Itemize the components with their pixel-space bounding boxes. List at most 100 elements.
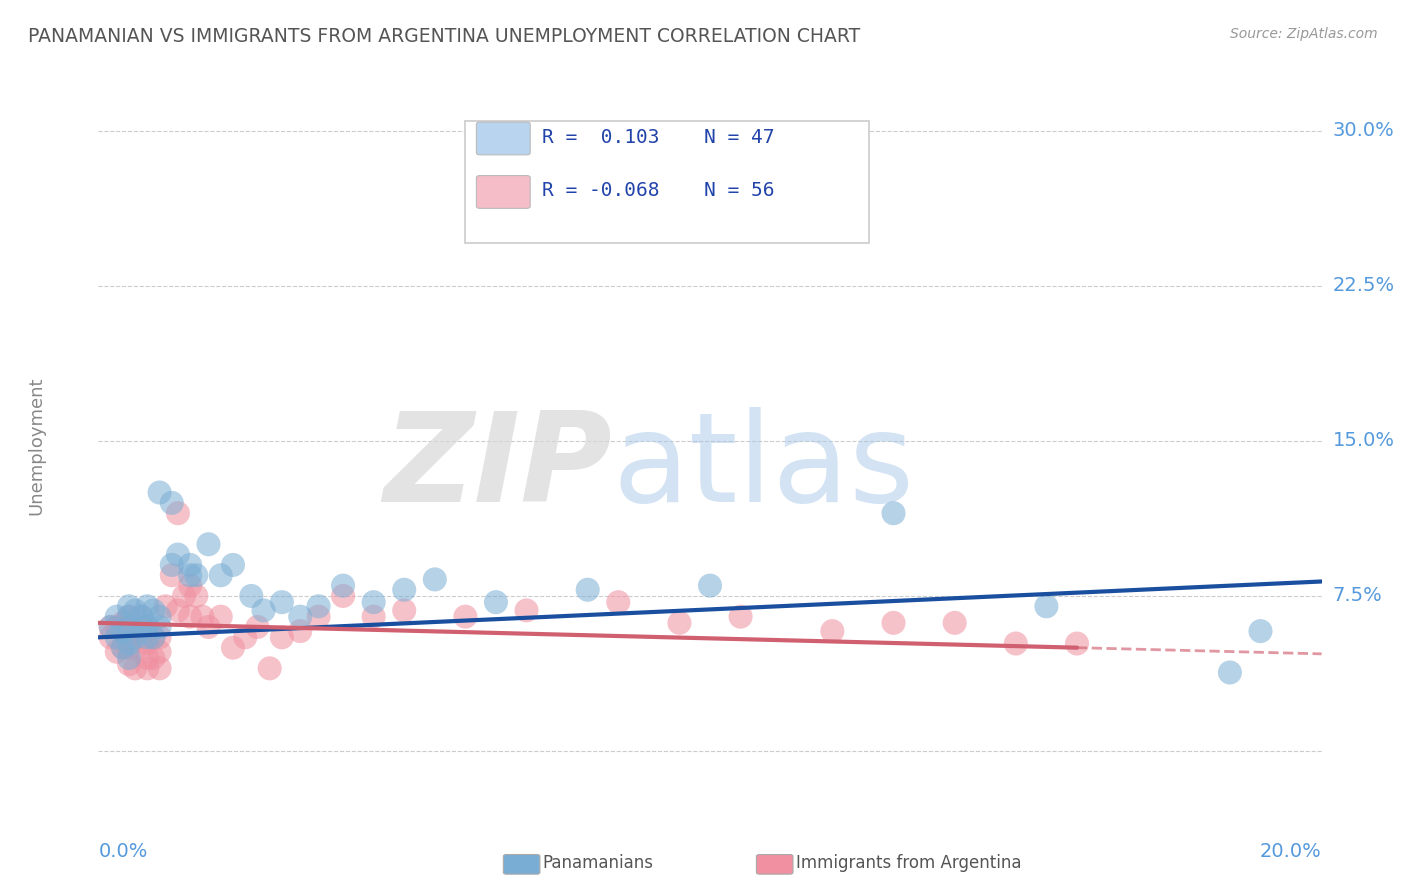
Point [142,651,165,665]
Point [142,630,165,644]
Text: N = 56: N = 56 [704,181,775,200]
Point [149,645,172,659]
Point [332,589,354,603]
Point [1066,636,1088,650]
Point [149,661,172,675]
Point [883,506,905,520]
Text: R = -0.068: R = -0.068 [543,181,659,200]
Text: atlas: atlas [612,407,914,528]
Point [392,603,416,617]
Point [1035,599,1057,614]
Point [118,651,141,665]
Point [516,603,538,617]
Point [1004,636,1026,650]
Point [197,620,219,634]
Point [167,603,190,617]
Point [105,630,128,644]
Point [179,609,201,624]
Point [149,630,172,644]
Point [129,609,152,624]
Text: Immigrants from Argentina: Immigrants from Argentina [796,855,1021,872]
Text: PANAMANIAN VS IMMIGRANTS FROM ARGENTINA UNEMPLOYMENT CORRELATION CHART: PANAMANIAN VS IMMIGRANTS FROM ARGENTINA … [28,27,860,45]
Point [233,630,256,644]
Text: 15.0%: 15.0% [1333,432,1395,450]
Point [105,620,128,634]
Point [197,537,219,551]
Point [186,568,208,582]
Point [155,599,177,614]
Point [136,636,159,650]
Point [142,630,165,644]
Point [100,620,122,634]
Point [246,620,269,634]
FancyBboxPatch shape [465,121,869,243]
Point [105,645,128,659]
Point [576,582,599,597]
Point [136,651,159,665]
Point [730,609,752,624]
Point [129,624,152,639]
Point [167,506,190,520]
Point [167,548,190,562]
Point [222,558,245,572]
Point [118,609,141,624]
Point [136,620,159,634]
Point [118,630,141,644]
Point [308,599,330,614]
Point [209,568,232,582]
Point [111,615,134,630]
Point [308,609,330,624]
Point [136,599,159,614]
Point [136,630,159,644]
Text: N = 47: N = 47 [704,128,775,146]
Point [699,579,721,593]
Text: R =  0.103: R = 0.103 [543,128,659,146]
Point [124,630,146,644]
Point [270,630,292,644]
Point [883,615,905,630]
Point [240,589,263,603]
FancyBboxPatch shape [477,122,530,155]
Text: 30.0%: 30.0% [1333,121,1395,140]
Point [136,661,159,675]
Point [821,624,844,639]
Point [118,599,141,614]
Point [160,558,183,572]
Point [129,609,152,624]
Text: 20.0%: 20.0% [1260,842,1322,861]
Point [118,636,141,650]
Point [191,609,214,624]
Text: Panamanians: Panamanians [543,855,654,872]
Text: Unemployment: Unemployment [27,376,45,516]
Point [332,579,354,593]
Point [118,640,141,655]
Point [363,609,385,624]
Point [149,609,172,624]
Point [149,620,172,634]
Point [136,620,159,634]
Point [111,640,134,655]
Point [392,582,416,597]
Text: 7.5%: 7.5% [1333,586,1382,606]
Point [179,579,201,593]
Point [118,609,141,624]
Point [454,609,477,624]
Point [252,603,274,617]
Text: ZIP: ZIP [384,407,612,528]
Point [1219,665,1241,680]
Point [129,620,152,634]
Point [160,568,183,582]
Point [209,609,232,624]
Point [259,661,281,675]
Point [423,573,446,587]
Point [186,589,208,603]
Point [179,558,201,572]
Point [100,620,122,634]
Point [290,624,312,639]
Point [179,568,201,582]
Point [270,595,292,609]
Point [290,609,312,624]
Text: 0.0%: 0.0% [98,842,148,861]
Point [129,630,152,644]
Point [943,615,966,630]
